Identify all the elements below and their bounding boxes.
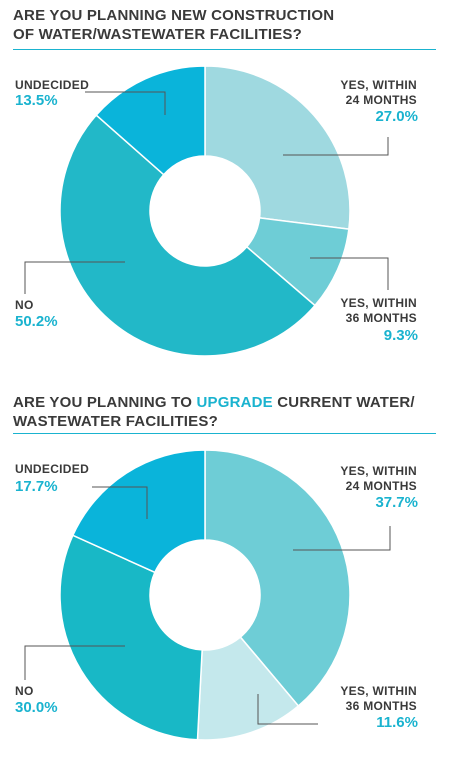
chart2-value-yes24: 37.7% xyxy=(375,494,418,511)
chart2-title-highlight: UPGRADE xyxy=(196,394,273,411)
chart1-value-no: 50.2% xyxy=(15,313,58,330)
chart2-label-yes36: YES, WITHIN 36 MONTHS xyxy=(340,684,417,713)
chart2-donut xyxy=(24,449,391,741)
chart2-leader-yes36 xyxy=(257,694,318,725)
chart1-title: ARE YOU PLANNING NEW CONSTRUCTION OF WAT… xyxy=(13,6,334,44)
chart2-leader-no xyxy=(24,645,125,680)
chart2-title-line1a: ARE YOU PLANNING TO xyxy=(13,394,197,411)
chart1-title-line1: ARE YOU PLANNING NEW CONSTRUCTION xyxy=(13,7,335,24)
chart1-leader-yes24 xyxy=(283,137,389,156)
chart2-divider xyxy=(13,433,436,434)
chart1-leader-yes36 xyxy=(310,257,389,290)
chart1-donut xyxy=(24,65,389,357)
chart1-leader-no xyxy=(24,261,125,294)
chart2-label-no: NO xyxy=(15,684,34,698)
chart2-slice-no xyxy=(59,534,203,741)
chart1-value-undecided: 13.5% xyxy=(15,92,58,109)
chart1-value-yes24: 27.0% xyxy=(375,108,418,125)
chart2-title: ARE YOU PLANNING TO UPGRADE CURRENT WATE… xyxy=(13,393,415,431)
chart1-leader-undecided xyxy=(85,91,166,115)
chart2-leader-undecided xyxy=(92,486,148,519)
chart1-title-line2: OF WATER/WASTEWATER FACILITIES? xyxy=(13,26,302,43)
chart2-label-yes24: YES, WITHIN 24 MONTHS xyxy=(340,464,417,493)
chart2-slice-undecided xyxy=(71,449,206,574)
chart2-leader-yes24 xyxy=(293,526,391,551)
chart1-label-no: NO xyxy=(15,298,34,312)
chart2-title-line2: WASTEWATER FACILITIES? xyxy=(13,413,218,430)
chart1-slice-yes24 xyxy=(204,65,351,231)
chart2-value-undecided: 17.7% xyxy=(15,478,58,495)
chart1-divider xyxy=(13,49,436,50)
chart1-label-yes24: YES, WITHIN 24 MONTHS xyxy=(340,78,417,107)
chart2: YES, WITHIN 24 MONTHS 37.7% YES, WITHIN 36… xyxy=(0,434,450,774)
chart2-title-line1b: CURRENT WATER/ xyxy=(272,394,415,411)
chart1-label-undecided: UNDECIDED xyxy=(15,78,90,92)
chart1: YES, WITHIN 24 MONTHS 27.0% YES, WITHIN 36… xyxy=(0,50,450,390)
chart1-value-yes36: 9.3% xyxy=(383,327,418,344)
chart2-label-undecided: UNDECIDED xyxy=(15,462,90,476)
chart2-value-no: 30.0% xyxy=(15,699,58,716)
chart1-slice-no xyxy=(59,114,317,357)
chart2-slice-yes24 xyxy=(204,449,351,707)
chart1-slice-undecided xyxy=(95,65,206,176)
chart2-value-yes36: 11.6% xyxy=(376,714,418,731)
chart1-label-yes36: YES, WITHIN 36 MONTHS xyxy=(340,296,417,325)
